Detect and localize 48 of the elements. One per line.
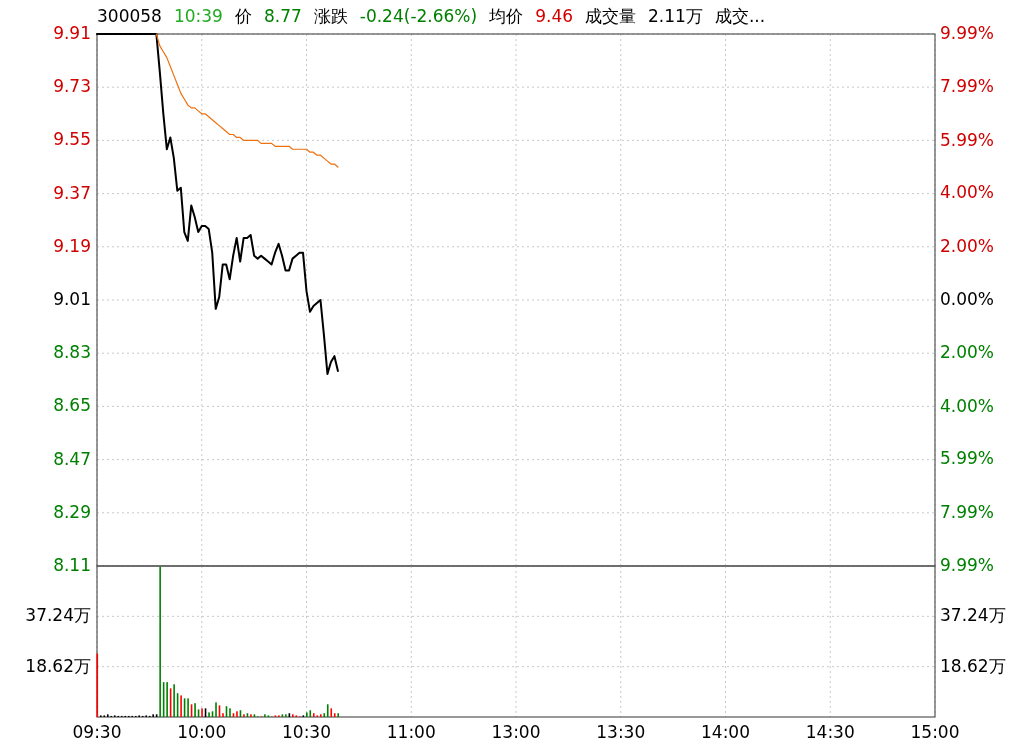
line-series: [155, 33, 339, 168]
text: 2.11万: [648, 6, 703, 26]
y2-tick-label: 7.99%: [940, 76, 995, 97]
y-tick-label: 8.83: [53, 342, 91, 363]
x-tick-label: 10:00: [177, 722, 227, 742]
x-tick-label: 13:30: [596, 722, 646, 742]
y-tick-label: 8.29: [53, 501, 91, 522]
y-tick-label: 9.19: [53, 235, 91, 256]
y2-tick-label: 7.99%: [940, 501, 995, 522]
y-tick-label: 37.24万: [25, 605, 91, 626]
text: 9.46: [535, 6, 574, 26]
x-tick-label: 15:00: [910, 722, 960, 742]
text: 成交量: [585, 6, 637, 26]
y-tick-label: 8.11: [53, 555, 91, 575]
y-tick-label: 9.91: [53, 23, 91, 43]
y2-tick-label: 4.00%: [940, 182, 995, 203]
x-tick-label: 14:00: [701, 722, 750, 742]
y2-tick-label: 2.00%: [940, 235, 995, 256]
x-tick-label: 09:30: [72, 722, 122, 742]
x-tick-label: 11:00: [386, 722, 436, 742]
text: 均价: [488, 6, 524, 26]
y2-tick-label: 4.00%: [940, 395, 995, 416]
y-tick-label: 9.37: [53, 182, 91, 203]
text: 8.77: [263, 6, 302, 26]
y2-tick-label: 9.99%: [940, 23, 995, 43]
x-tick-label: 10:30: [282, 722, 331, 742]
y2-tick-label: 5.99%: [940, 448, 995, 469]
text: 涨跌: [313, 6, 348, 26]
text: 成交...: [714, 6, 766, 26]
text: 价: [233, 6, 252, 26]
y2-tick-label: 9.99%: [940, 555, 995, 575]
y-tick-label: 18.62万: [25, 655, 91, 676]
text: 10:39: [173, 6, 223, 26]
y-tick-label: 8.65: [53, 395, 91, 416]
y-tick-label: 8.47: [53, 448, 91, 469]
line-series: [96, 33, 339, 375]
y-tick-label: 9.01: [53, 289, 91, 309]
y-tick-label: 9.73: [53, 76, 91, 97]
x-tick-label: 14:30: [805, 722, 855, 742]
y2-tick-label: 0.00%: [940, 289, 995, 309]
x-tick-label: 13:00: [491, 722, 541, 742]
y2-tick-label: 18.62万: [940, 655, 1006, 676]
text: -0.24(-2.66%): [359, 6, 478, 26]
y2-tick-label: 2.00%: [940, 342, 995, 363]
y2-tick-label: 37.24万: [940, 605, 1006, 626]
chart-title: 300058: [97, 6, 162, 26]
y2-tick-label: 5.99%: [940, 129, 995, 150]
y-tick-label: 9.55: [53, 129, 91, 150]
